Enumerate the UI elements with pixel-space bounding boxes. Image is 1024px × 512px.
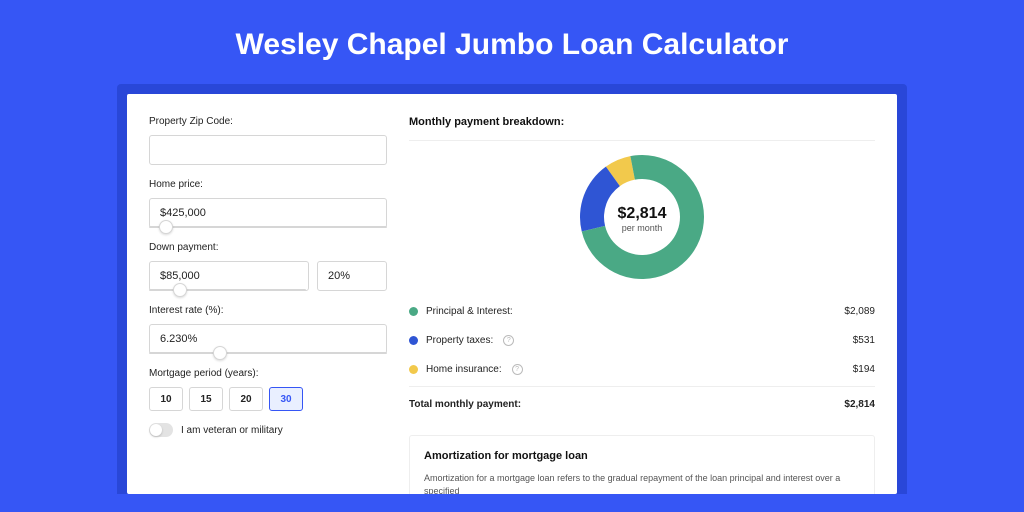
period-option-30[interactable]: 30 bbox=[269, 387, 303, 411]
period-option-10[interactable]: 10 bbox=[149, 387, 183, 411]
form-column: Property Zip Code: Home price: Down paym… bbox=[149, 116, 387, 494]
veteran-label: I am veteran or military bbox=[181, 425, 283, 436]
legend-left: Principal & Interest: bbox=[409, 306, 513, 317]
down-payment-slider-thumb[interactable] bbox=[173, 283, 187, 297]
home-price-label: Home price: bbox=[149, 179, 387, 190]
home-price-slider-thumb[interactable] bbox=[159, 220, 173, 234]
legend-row: Principal & Interest: $2,089 bbox=[409, 297, 875, 326]
legend: Principal & Interest: $2,089 Property taxe… bbox=[409, 297, 875, 384]
veteran-toggle-knob bbox=[150, 424, 162, 436]
donut-center: $2,814 per month bbox=[618, 205, 667, 233]
legend-left: Home insurance:? bbox=[409, 364, 523, 375]
mortgage-period-label: Mortgage period (years): bbox=[149, 368, 387, 379]
down-payment-slider[interactable] bbox=[149, 289, 306, 291]
zip-field: Property Zip Code: bbox=[149, 116, 387, 165]
info-icon[interactable]: ? bbox=[512, 364, 523, 375]
down-payment-label: Down payment: bbox=[149, 242, 387, 253]
donut-chart-wrap: $2,814 per month bbox=[409, 141, 875, 297]
legend-value: $194 bbox=[853, 364, 875, 375]
breakdown-column: Monthly payment breakdown: $2,814 per mo… bbox=[409, 116, 875, 494]
card-outer: Property Zip Code: Home price: Down paym… bbox=[117, 84, 907, 494]
total-value: $2,814 bbox=[844, 399, 875, 410]
legend-label: Property taxes: bbox=[426, 335, 493, 346]
page-title: Wesley Chapel Jumbo Loan Calculator bbox=[0, 0, 1024, 84]
zip-label: Property Zip Code: bbox=[149, 116, 387, 127]
legend-value: $2,089 bbox=[844, 306, 875, 317]
home-price-field: Home price: bbox=[149, 179, 387, 228]
down-payment-field: Down payment: bbox=[149, 242, 387, 291]
home-price-input[interactable] bbox=[149, 198, 387, 228]
amortization-title: Amortization for mortgage loan bbox=[424, 450, 860, 462]
period-option-15[interactable]: 15 bbox=[189, 387, 223, 411]
legend-dot bbox=[409, 336, 418, 345]
zip-input[interactable] bbox=[149, 135, 387, 165]
veteran-row: I am veteran or military bbox=[149, 423, 387, 437]
legend-value: $531 bbox=[853, 335, 875, 346]
legend-row: Home insurance:? $194 bbox=[409, 355, 875, 384]
calculator-card: Property Zip Code: Home price: Down paym… bbox=[127, 94, 897, 494]
donut-sub: per month bbox=[618, 223, 667, 233]
amortization-text: Amortization for a mortgage loan refers … bbox=[424, 472, 860, 494]
total-label: Total monthly payment: bbox=[409, 399, 521, 410]
home-price-slider[interactable] bbox=[149, 226, 387, 228]
legend-row: Property taxes:? $531 bbox=[409, 326, 875, 355]
legend-label: Principal & Interest: bbox=[426, 306, 513, 317]
interest-rate-label: Interest rate (%): bbox=[149, 305, 387, 316]
legend-left: Property taxes:? bbox=[409, 335, 514, 346]
legend-dot bbox=[409, 365, 418, 374]
legend-label: Home insurance: bbox=[426, 364, 502, 375]
interest-rate-slider[interactable] bbox=[149, 352, 387, 354]
veteran-toggle[interactable] bbox=[149, 423, 173, 437]
total-row: Total monthly payment: $2,814 bbox=[409, 386, 875, 419]
down-payment-pct-input[interactable] bbox=[317, 261, 387, 291]
interest-rate-input[interactable] bbox=[149, 324, 387, 354]
breakdown-title: Monthly payment breakdown: bbox=[409, 116, 875, 141]
mortgage-period-field: Mortgage period (years): 10152030 bbox=[149, 368, 387, 411]
mortgage-period-options: 10152030 bbox=[149, 387, 387, 411]
interest-rate-slider-thumb[interactable] bbox=[213, 346, 227, 360]
donut-amount: $2,814 bbox=[618, 205, 667, 223]
info-icon[interactable]: ? bbox=[503, 335, 514, 346]
legend-dot bbox=[409, 307, 418, 316]
period-option-20[interactable]: 20 bbox=[229, 387, 263, 411]
interest-rate-field: Interest rate (%): bbox=[149, 305, 387, 354]
amortization-block: Amortization for mortgage loan Amortizat… bbox=[409, 435, 875, 494]
